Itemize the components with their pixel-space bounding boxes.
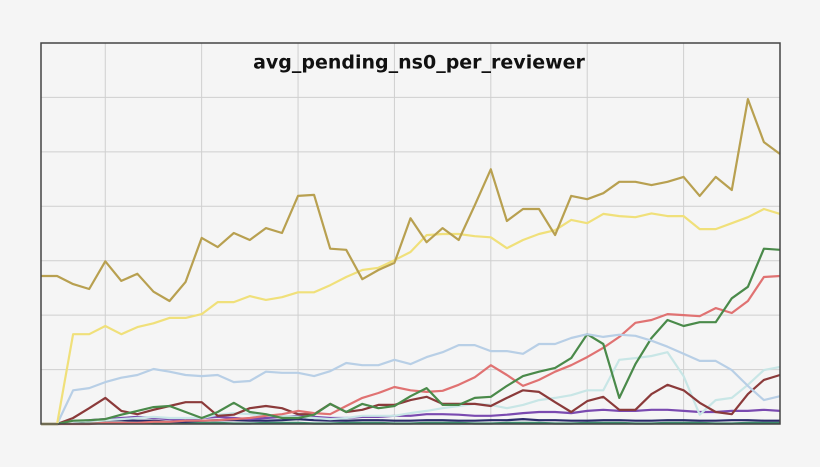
series-line bbox=[41, 207, 781, 426]
plot-border bbox=[40, 42, 781, 425]
series-line bbox=[41, 274, 781, 426]
series-line bbox=[41, 247, 781, 426]
chart-title: avg_pending_ns0_per_reviewer bbox=[253, 52, 585, 74]
series-line bbox=[41, 98, 781, 303]
series-line bbox=[41, 351, 781, 426]
series-line bbox=[41, 333, 781, 426]
plot-area bbox=[41, 43, 780, 424]
